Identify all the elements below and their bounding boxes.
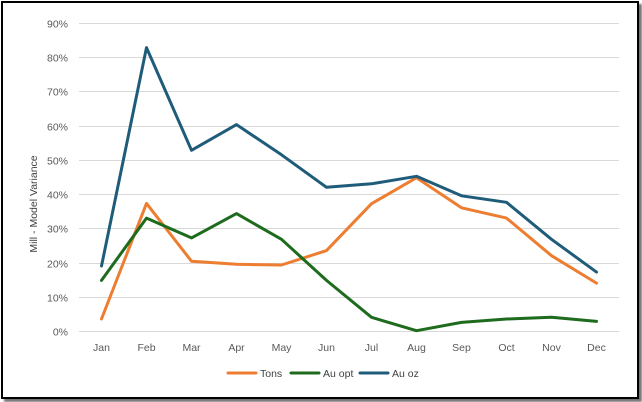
y-tick-label: 10%: [47, 293, 68, 305]
series-line-tons: [100, 176, 598, 321]
gridlines: [79, 23, 619, 332]
x-tick-label: Jan: [93, 342, 110, 354]
x-axis-ticks: Jan Feb Mar Apr May Jun Jul Aug Sep Oct Nov Dec: [93, 342, 606, 354]
x-tick-label: Oct: [498, 342, 514, 354]
y-tick-label: 70%: [47, 87, 68, 99]
y-tick-label: 30%: [47, 224, 68, 236]
x-tick-label: Nov: [542, 342, 561, 354]
legend-label: Au oz: [392, 368, 419, 380]
legend-label: Tons: [260, 368, 282, 380]
y-tick-label: 40%: [47, 190, 68, 202]
y-tick-label: 90%: [47, 19, 68, 31]
y-axis-title: Mill - Model Variance: [28, 155, 40, 252]
legend-item-au-oz: Au oz: [358, 368, 419, 380]
x-tick-label: Apr: [228, 342, 245, 354]
x-tick-label: Mar: [182, 342, 201, 354]
series-lines: [100, 46, 598, 333]
x-tick-label: Sep: [452, 342, 471, 354]
x-tick-label: Jul: [365, 342, 378, 354]
x-tick-label: Dec: [587, 342, 606, 354]
y-axis-ticks: 0% 10% 20% 30% 40% 50% 60% 70% 80% 90%: [47, 19, 68, 339]
legend-item-au-opt: Au opt: [289, 368, 353, 380]
series-line-au-oz: [100, 46, 598, 274]
y-tick-label: 0%: [53, 327, 68, 339]
series-line-au-opt: [100, 212, 598, 333]
legend: Tons Au opt Au oz: [226, 368, 419, 380]
x-tick-label: Feb: [137, 342, 155, 354]
y-tick-label: 50%: [47, 156, 68, 168]
y-tick-label: 20%: [47, 259, 68, 271]
x-tick-label: May: [272, 342, 293, 354]
legend-item-tons: Tons: [226, 368, 282, 380]
y-tick-label: 60%: [47, 122, 68, 134]
legend-label: Au opt: [323, 368, 353, 380]
x-tick-label: Aug: [407, 342, 426, 354]
x-tick-label: Jun: [318, 342, 335, 354]
y-tick-label: 80%: [47, 53, 68, 65]
